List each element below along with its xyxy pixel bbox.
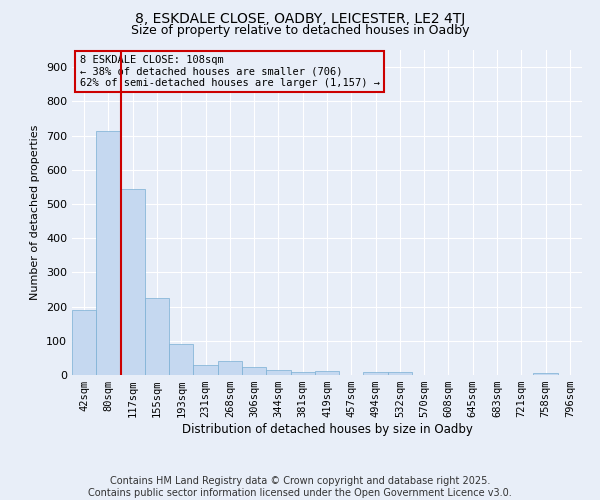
Bar (145, 298, 169, 375)
Bar (266, 370, 290, 375)
Bar (315, 371, 339, 375)
Text: 8, ESKDALE CLOSE, OADBY, LEICESTER, LE2 4TJ: 8, ESKDALE CLOSE, OADBY, LEICESTER, LE2 … (135, 12, 465, 26)
Bar (169, 344, 193, 375)
Bar (72, 310, 96, 375)
Y-axis label: Number of detached properties: Number of detached properties (31, 125, 40, 300)
Bar (388, 372, 412, 375)
Bar (533, 372, 558, 375)
Bar (218, 362, 242, 375)
Text: Size of property relative to detached houses in Oadby: Size of property relative to detached ho… (131, 24, 469, 37)
Bar (193, 364, 218, 375)
Bar (96, 131, 121, 375)
Text: 8 ESKDALE CLOSE: 108sqm
← 38% of detached houses are smaller (706)
62% of semi-d: 8 ESKDALE CLOSE: 108sqm ← 38% of detache… (80, 55, 380, 88)
Bar (242, 368, 266, 375)
Bar (290, 372, 315, 375)
Bar (121, 188, 145, 375)
Text: Contains HM Land Registry data © Crown copyright and database right 2025.
Contai: Contains HM Land Registry data © Crown c… (88, 476, 512, 498)
X-axis label: Distribution of detached houses by size in Oadby: Distribution of detached houses by size … (182, 423, 472, 436)
Bar (364, 372, 388, 375)
